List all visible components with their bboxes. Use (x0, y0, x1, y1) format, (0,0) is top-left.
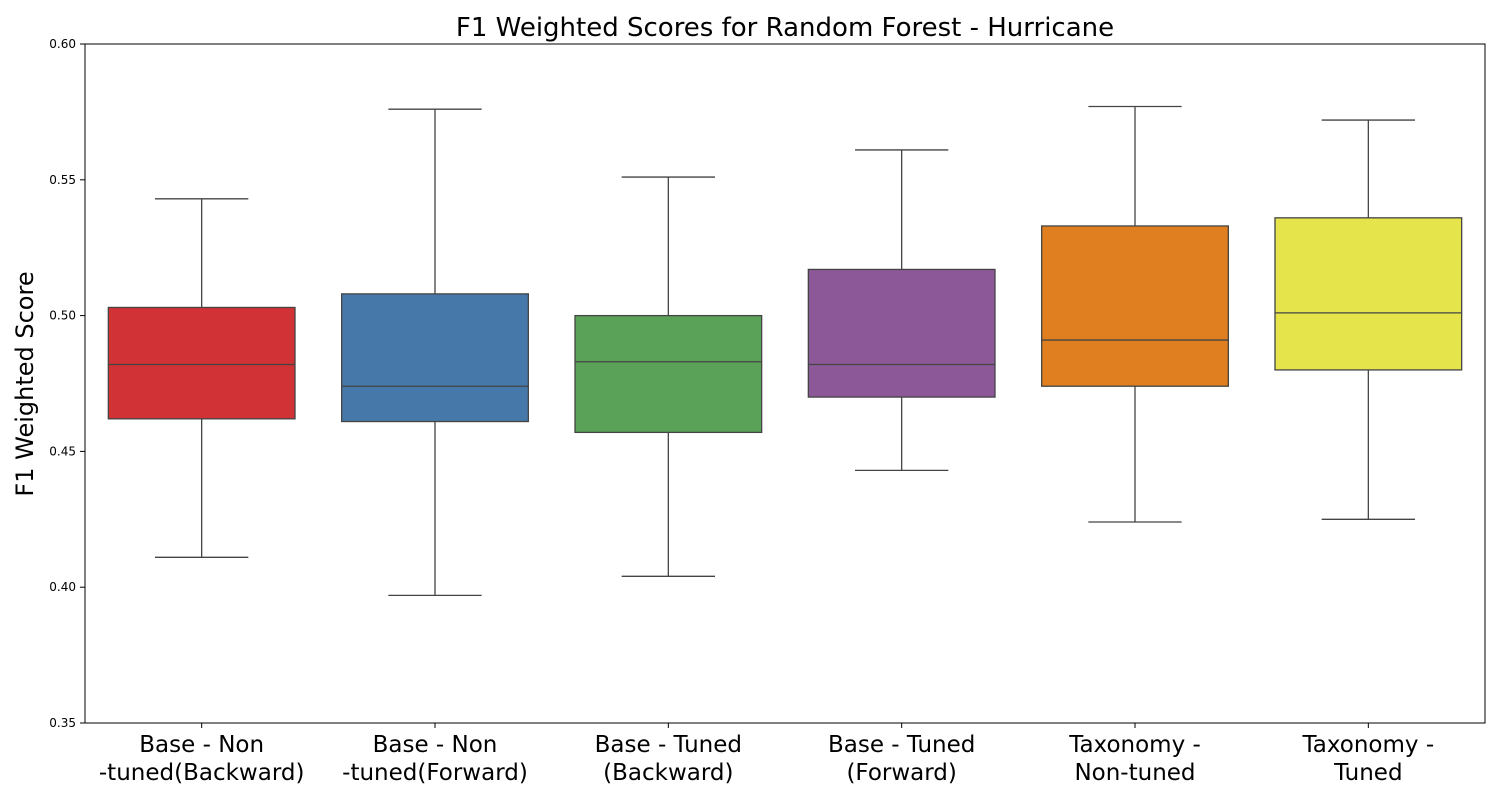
box (807, 268, 996, 398)
y-tick-label: 0.40 (49, 580, 76, 594)
box-group (807, 149, 996, 472)
y-tick-label: 0.55 (49, 173, 76, 187)
plot-area (107, 105, 1463, 596)
x-tick-label: (Forward) (846, 760, 956, 786)
box-group (341, 108, 529, 596)
x-axis: Base - Non-tuned(Backward)Base - Non-tun… (99, 723, 1434, 786)
y-tick-label: 0.50 (49, 309, 76, 323)
box-group (574, 176, 763, 577)
y-tick-label: 0.35 (49, 716, 76, 730)
box-group (107, 198, 296, 558)
box (107, 306, 296, 420)
y-tick-label: 0.60 (49, 37, 76, 51)
x-tick-label: -tuned(Backward) (99, 760, 305, 786)
box-group (1274, 119, 1463, 520)
y-axis: 0.35 0.40 0.45 0.50 0.55 0.60 (49, 37, 85, 730)
y-tick-label: 0.45 (49, 444, 76, 458)
box-group (1041, 105, 1229, 523)
x-tick-label: Base - Tuned (828, 732, 975, 758)
x-tick-label: Base - Non (373, 732, 498, 758)
box (341, 293, 529, 423)
y-axis-label: F1 Weighted Score (11, 271, 39, 496)
x-tick-label: Tuned (1333, 760, 1402, 786)
x-tick-label: Taxonomy - (1068, 732, 1201, 758)
box (574, 314, 763, 434)
chart-title: F1 Weighted Scores for Random Forest - H… (456, 13, 1114, 43)
axes-frame (84, 43, 1486, 724)
x-tick-label: -tuned(Forward) (342, 760, 528, 786)
x-tick-label: Base - Tuned (595, 732, 742, 758)
x-tick-label: Non-tuned (1074, 760, 1195, 786)
box (1274, 217, 1463, 371)
box (1041, 225, 1229, 387)
x-tick-label: Base - Non (139, 732, 264, 758)
x-tick-label: (Backward) (603, 760, 733, 786)
x-tick-label: Taxonomy - (1302, 732, 1435, 758)
